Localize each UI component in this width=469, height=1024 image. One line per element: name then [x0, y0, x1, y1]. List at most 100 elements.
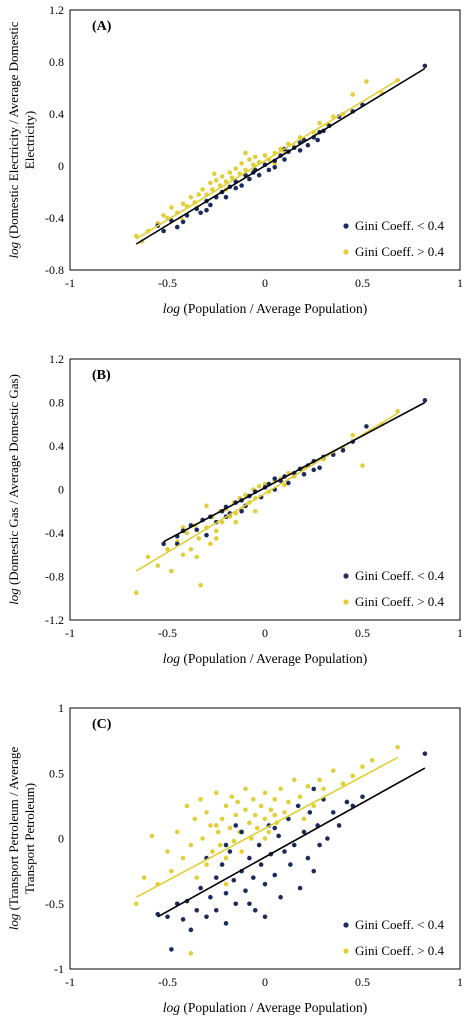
data-point-low [278, 894, 283, 900]
data-point-low [311, 467, 317, 473]
data-point-low [276, 833, 281, 839]
data-point-high [229, 175, 235, 180]
y-tick-label: 0.4 [49, 439, 64, 453]
data-point-high [184, 803, 190, 809]
data-point-high [161, 213, 166, 218]
data-point-high [213, 790, 219, 796]
y-tick-label: 1.2 [49, 3, 64, 17]
data-point-high [200, 836, 205, 841]
data-point-low [330, 810, 336, 815]
data-point-low [262, 914, 268, 920]
data-point-high [364, 79, 369, 84]
data-point-low [307, 810, 313, 815]
legend-marker-high [343, 599, 349, 605]
data-point-high [350, 773, 356, 779]
data-point-high [321, 786, 326, 792]
legend-marker-high [343, 948, 349, 954]
data-point-low [262, 881, 268, 887]
legend-label-high: Gini Coeff. > 0.4 [355, 594, 445, 609]
data-point-high [169, 568, 174, 574]
data-point-high [188, 951, 194, 956]
data-point-high [169, 205, 174, 210]
legend-marker-low [343, 922, 349, 928]
data-point-low [231, 877, 237, 883]
x-tick-label: 1 [457, 276, 463, 290]
data-point-high [204, 503, 209, 509]
data-point-low [161, 541, 166, 547]
data-point-low [165, 914, 170, 920]
data-point-high [141, 875, 147, 880]
data-point-high [317, 777, 322, 783]
data-point-low [272, 825, 278, 831]
legend: Gini Coeff. < 0.4 Gini Coeff. > 0.4 [343, 917, 445, 958]
y-axis-label: log (Domestic Gas / Average Domestic Gas… [6, 374, 21, 605]
data-point-low [336, 823, 342, 828]
y-tick-label: -0.8 [45, 263, 64, 277]
chart-panel-2: -1.2 -0.8 -0.4 0 0.4 0.8 1.2 -1 -0.5 0 0.5 1 (B) log … [6, 352, 463, 666]
y-tick-label: 0 [58, 832, 64, 846]
data-point-high [231, 838, 237, 844]
data-point-high [249, 836, 254, 841]
x-tick-label: 0 [262, 975, 268, 989]
x-tick-label: 0.5 [355, 276, 370, 290]
y-axis-label: log (Transport Petroleum / AverageTransp… [6, 747, 37, 931]
data-point-high [233, 812, 239, 818]
y-tick-label: 0.8 [49, 396, 64, 410]
data-point-high [174, 829, 180, 835]
y-tick-label: 0.5 [49, 766, 64, 780]
data-point-high [252, 508, 258, 514]
data-point-high [208, 541, 213, 547]
data-point-low [317, 842, 322, 848]
data-point-low [251, 875, 256, 880]
data-point-low [239, 508, 244, 514]
data-point-high [254, 825, 260, 831]
x-tick-label: -0.5 [158, 276, 177, 290]
x-tick-label: -1 [65, 626, 75, 640]
data-point-low [291, 842, 297, 848]
data-point-high [219, 519, 225, 525]
trend-line-low [157, 767, 426, 918]
data-point-high [360, 463, 365, 468]
data-point-high [217, 842, 223, 848]
data-point-high [243, 786, 248, 792]
data-point-low [169, 947, 174, 952]
data-point-high [200, 187, 205, 192]
data-point-high [213, 823, 219, 828]
y-tick-label: -1 [54, 962, 64, 976]
data-point-low [204, 914, 209, 920]
data-point-high [210, 187, 215, 192]
data-point-high [239, 161, 244, 166]
data-point-low [208, 894, 213, 900]
data-point-high [301, 816, 307, 822]
data-point-low [297, 885, 303, 891]
panel-label: (B) [92, 368, 111, 383]
data-point-high [188, 194, 194, 200]
x-tick-label: 0 [262, 626, 268, 640]
data-point-high [262, 790, 268, 796]
data-point-high [268, 807, 274, 813]
data-point-high [194, 875, 200, 880]
data-point-low [233, 823, 239, 828]
y-tick-label: 0.8 [49, 55, 64, 69]
data-point-high [262, 816, 268, 822]
data-point-high [212, 171, 217, 177]
data-point-high [188, 842, 194, 848]
x-tick-label: -1 [65, 975, 75, 989]
data-point-low [256, 842, 262, 848]
data-point-high [227, 170, 233, 175]
legend-label-low: Gini Coeff. < 0.4 [355, 568, 445, 583]
data-point-low [213, 907, 219, 913]
data-point-high [198, 582, 203, 588]
data-point-high [233, 166, 239, 171]
data-point-high [210, 849, 215, 854]
data-point-high [243, 150, 248, 156]
data-point-high [165, 547, 170, 552]
data-point-high [149, 833, 155, 839]
data-point-low [315, 137, 320, 143]
data-point-low [301, 829, 307, 835]
data-point-high [340, 781, 346, 786]
data-point-high [208, 180, 213, 186]
data-point-high [350, 432, 356, 438]
data-point-high [233, 519, 239, 525]
